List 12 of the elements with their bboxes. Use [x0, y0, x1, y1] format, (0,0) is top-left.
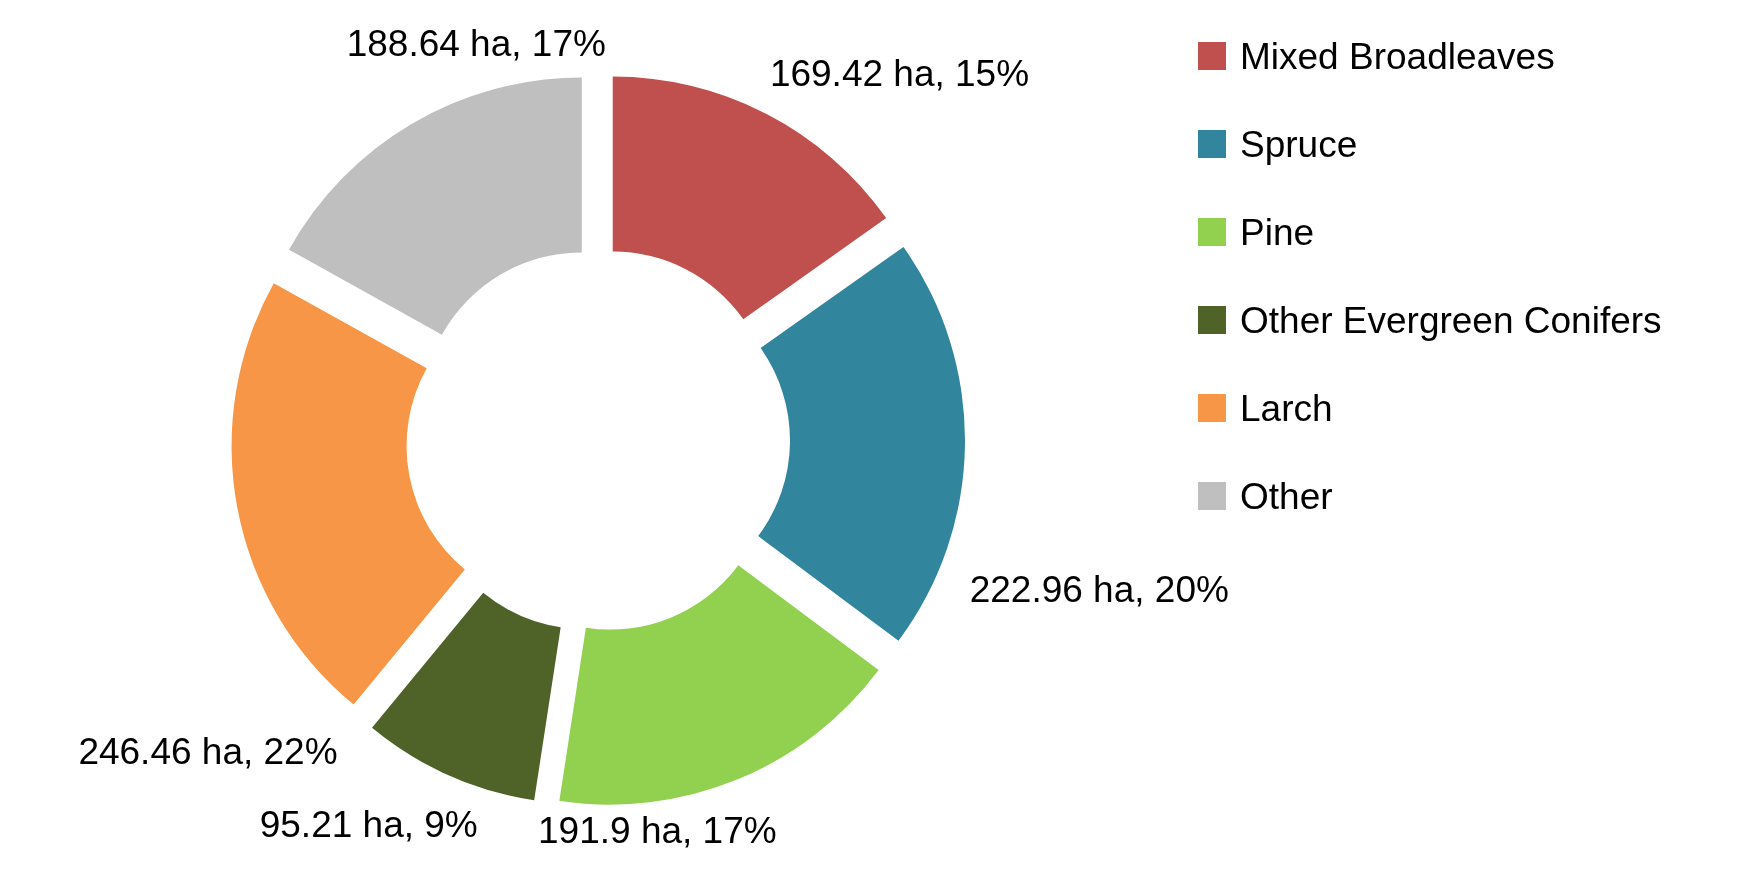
data-label: 191.9 ha, 17%	[538, 810, 777, 852]
legend-label: Larch	[1240, 387, 1333, 429]
data-label: 222.96 ha, 20%	[969, 569, 1229, 611]
data-label: 95.21 ha, 9%	[259, 803, 478, 845]
legend-label: Other Evergreen Conifers	[1240, 299, 1662, 341]
legend-label: Spruce	[1240, 123, 1358, 165]
legend-label: Other	[1240, 475, 1333, 517]
legend-label: Mixed Broadleaves	[1240, 35, 1555, 77]
data-label: 188.64 ha, 17%	[346, 23, 606, 65]
data-label: 169.42 ha, 15%	[769, 52, 1030, 94]
legend-label: Pine	[1240, 211, 1315, 253]
data-label: 246.46 ha, 22%	[78, 731, 338, 773]
